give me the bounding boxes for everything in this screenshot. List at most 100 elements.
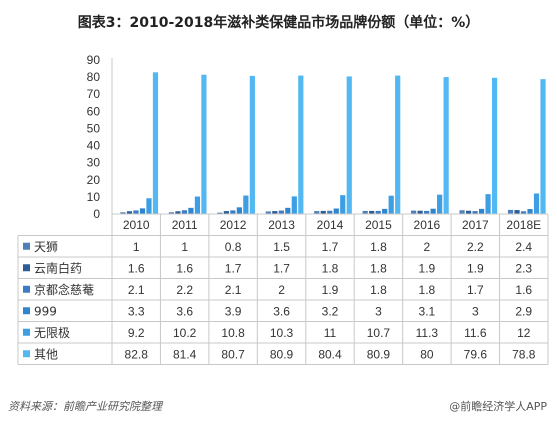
bar	[139, 208, 146, 214]
data-label: 11.6	[464, 326, 487, 340]
data-label: 3	[472, 304, 479, 318]
bar	[236, 207, 242, 214]
chart-title: 图表3：2010-2018年滋补类保健品市场品牌份额（单位：%）	[77, 15, 480, 31]
bar	[152, 72, 159, 214]
bar	[491, 77, 498, 214]
data-label: 1.7	[273, 261, 290, 275]
bar	[465, 210, 472, 214]
bar	[175, 211, 181, 214]
bar	[346, 76, 352, 215]
x-tick-label: 2012	[220, 218, 247, 232]
bar	[514, 210, 520, 214]
data-label: 3.2	[322, 304, 339, 318]
bar	[126, 211, 133, 214]
x-tick-label: 2011	[172, 218, 198, 232]
legend-swatch	[23, 242, 30, 250]
bar	[485, 194, 491, 214]
bar	[388, 195, 394, 214]
x-tick-label: 2013	[268, 218, 295, 232]
legend-swatch	[23, 285, 30, 293]
y-tick-label: 70	[87, 87, 101, 101]
data-label: 11	[324, 326, 337, 340]
data-label: 79.6	[464, 347, 488, 361]
bar	[443, 77, 449, 214]
y-tick-label: 80	[87, 70, 101, 84]
bar	[194, 196, 201, 214]
legend-label: 云南白药	[34, 260, 82, 275]
data-label: 10.3	[270, 326, 294, 340]
data-label: 1.9	[467, 261, 484, 275]
legend-swatch	[23, 307, 30, 315]
x-tick-label: 2016	[414, 218, 441, 232]
bar	[320, 210, 326, 214]
data-label: 0.8	[225, 240, 242, 254]
bar	[540, 79, 546, 214]
data-label: 3.6	[176, 304, 193, 318]
legend-swatch	[23, 264, 30, 272]
y-tick-label: 10	[87, 190, 101, 204]
x-tick-label: 2018E	[506, 218, 541, 232]
legend-label: 无限极	[34, 326, 70, 340]
bar	[314, 211, 320, 214]
data-label: 80	[420, 347, 434, 361]
data-label: 10.2	[173, 326, 197, 340]
bar	[168, 212, 175, 214]
bar	[382, 208, 388, 214]
bar	[333, 208, 339, 214]
bar	[146, 198, 152, 214]
data-label: 10.8	[221, 326, 245, 340]
data-label: 1.8	[322, 261, 339, 275]
x-tick-label: 2010	[123, 218, 150, 232]
bar	[230, 210, 236, 214]
data-label: 80.9	[270, 347, 294, 361]
data-label: 1.8	[419, 283, 436, 297]
data-label: 2.1	[128, 283, 145, 297]
data-label: 2.9	[515, 304, 532, 318]
y-tick-label: 0	[93, 207, 100, 221]
bar	[291, 196, 297, 214]
bar	[249, 75, 255, 214]
bar	[133, 210, 139, 214]
data-label: 1.8	[370, 261, 387, 275]
y-tick-label: 30	[87, 156, 101, 170]
data-label: 1.8	[370, 240, 387, 254]
bar	[424, 210, 430, 214]
data-label: 2.3	[515, 261, 532, 275]
data-label: 2.2	[467, 240, 484, 254]
bar	[272, 211, 278, 214]
bar	[298, 75, 304, 214]
source-note: 资料来源：前瞻产业研究院整理	[8, 400, 162, 413]
y-tick-label: 40	[87, 139, 101, 153]
data-label: 1.9	[322, 283, 339, 297]
bar	[223, 211, 229, 214]
bar	[217, 212, 223, 214]
bar	[478, 208, 485, 214]
bar	[285, 207, 291, 214]
bar	[472, 211, 478, 214]
data-label: 10.7	[367, 326, 391, 340]
bar	[459, 210, 465, 214]
data-label: 81.4	[173, 347, 197, 361]
data-label: 1.7	[322, 240, 339, 254]
bar	[411, 210, 417, 214]
y-tick-label: 90	[87, 53, 101, 67]
y-tick-label: 50	[87, 121, 101, 135]
bar	[520, 211, 527, 214]
bar	[278, 210, 284, 214]
bar	[201, 74, 207, 214]
legend-label: 其他	[34, 347, 58, 361]
x-tick-label: 2015	[365, 218, 392, 232]
data-label: 78.8	[512, 347, 536, 361]
data-label: 3	[375, 304, 382, 318]
bar	[188, 207, 194, 214]
data-label: 80.7	[221, 347, 245, 361]
data-label: 1.6	[515, 283, 532, 297]
legend-label: 999	[34, 304, 57, 318]
data-label: 3.3	[128, 304, 145, 318]
data-label: 2	[278, 283, 285, 297]
data-label: 1	[133, 240, 140, 254]
x-tick-label: 2017	[462, 218, 489, 232]
data-label: 1	[181, 240, 188, 254]
data-label: 11.3	[416, 326, 439, 340]
bar	[327, 210, 333, 214]
